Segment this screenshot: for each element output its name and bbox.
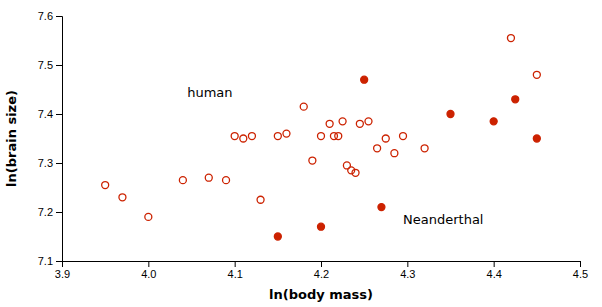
y-axis-title: ln(brain size)	[4, 90, 19, 187]
point	[447, 111, 454, 118]
x-axis-title: ln(body mass)	[269, 287, 373, 302]
points	[102, 35, 541, 240]
tick: 7.6	[38, 10, 62, 22]
tick: 4.4	[487, 261, 502, 280]
tick-mark	[321, 261, 322, 267]
series	[102, 35, 541, 221]
tick: 4.3	[400, 261, 415, 280]
tick-mark	[56, 114, 62, 115]
point	[507, 35, 514, 42]
point	[391, 150, 398, 157]
point	[533, 135, 540, 142]
point	[533, 71, 540, 78]
tick-label: 4.3	[400, 268, 415, 280]
axis-line	[56, 17, 63, 262]
point	[240, 135, 247, 142]
plot: 3.9 4.0 4.1 4.2 4.3 4.4 4.5 7.1 7.2 7.3 7.4 7.5 7.6 h…	[38, 10, 588, 280]
point	[400, 133, 407, 140]
point	[512, 96, 519, 103]
annotation: Neanderthal	[403, 212, 483, 227]
tick-mark	[580, 261, 581, 267]
tick-mark	[235, 261, 236, 267]
tick: 7.2	[38, 206, 62, 218]
tick-mark	[56, 65, 62, 66]
axis-line	[63, 262, 581, 268]
point	[283, 130, 290, 137]
tick-label: 3.9	[55, 268, 70, 280]
point	[248, 133, 255, 140]
point	[335, 133, 342, 140]
point	[382, 135, 389, 142]
tick: 4.5	[573, 261, 588, 280]
point	[179, 177, 186, 184]
annotation: human	[187, 85, 232, 100]
point	[223, 177, 230, 184]
tick: 4.1	[228, 261, 243, 280]
point	[378, 204, 385, 211]
x-axis: 3.9 4.0 4.1 4.2 4.3 4.4 4.5	[55, 261, 588, 280]
point	[361, 76, 368, 83]
tick-mark	[407, 261, 408, 267]
tick-mark	[148, 261, 149, 267]
tick: 7.4	[38, 108, 62, 120]
point	[318, 133, 325, 140]
point	[119, 194, 126, 201]
point	[231, 133, 238, 140]
point	[274, 233, 281, 240]
point	[318, 223, 325, 230]
tick-label: 7.6	[38, 10, 53, 22]
point	[352, 169, 359, 176]
tick: 7.3	[38, 157, 62, 169]
point	[339, 118, 346, 125]
point	[374, 145, 381, 152]
point	[274, 133, 281, 140]
tick-label: 4.4	[487, 268, 502, 280]
point	[365, 118, 372, 125]
tick-label: 4.1	[228, 268, 243, 280]
series	[274, 76, 540, 240]
point	[309, 157, 316, 164]
point	[421, 145, 428, 152]
tick-label: 4.0	[141, 268, 156, 280]
point	[300, 103, 307, 110]
tick: 7.5	[38, 59, 62, 71]
tick-mark	[56, 261, 62, 262]
point	[102, 182, 109, 189]
tick-label: 4.5	[573, 268, 588, 280]
tick-mark	[56, 212, 62, 213]
tick: 4.0	[141, 261, 156, 280]
tick: 7.1	[38, 255, 62, 267]
tick-label: 7.4	[38, 108, 53, 120]
tick-label: 4.2	[314, 268, 329, 280]
chart: 3.9 4.0 4.1 4.2 4.3 4.4 4.5 7.1 7.2 7.3 7.4 7.5 7.6 h…	[0, 0, 602, 307]
tick-mark	[56, 16, 62, 17]
point	[326, 120, 333, 127]
point	[257, 196, 264, 203]
tick-label: 7.1	[38, 255, 53, 267]
tick-label: 7.5	[38, 59, 53, 71]
annotations: human Neanderthal	[187, 85, 483, 227]
y-axis: 7.1 7.2 7.3 7.4 7.5 7.6	[38, 10, 63, 267]
tick-mark	[494, 261, 495, 267]
point	[490, 118, 497, 125]
tick-label: 7.2	[38, 206, 53, 218]
point	[205, 174, 212, 181]
point	[145, 213, 152, 220]
tick-mark	[56, 163, 62, 164]
point	[356, 120, 363, 127]
tick: 3.9	[55, 261, 70, 280]
tick: 4.2	[314, 261, 329, 280]
tick-label: 7.3	[38, 157, 53, 169]
